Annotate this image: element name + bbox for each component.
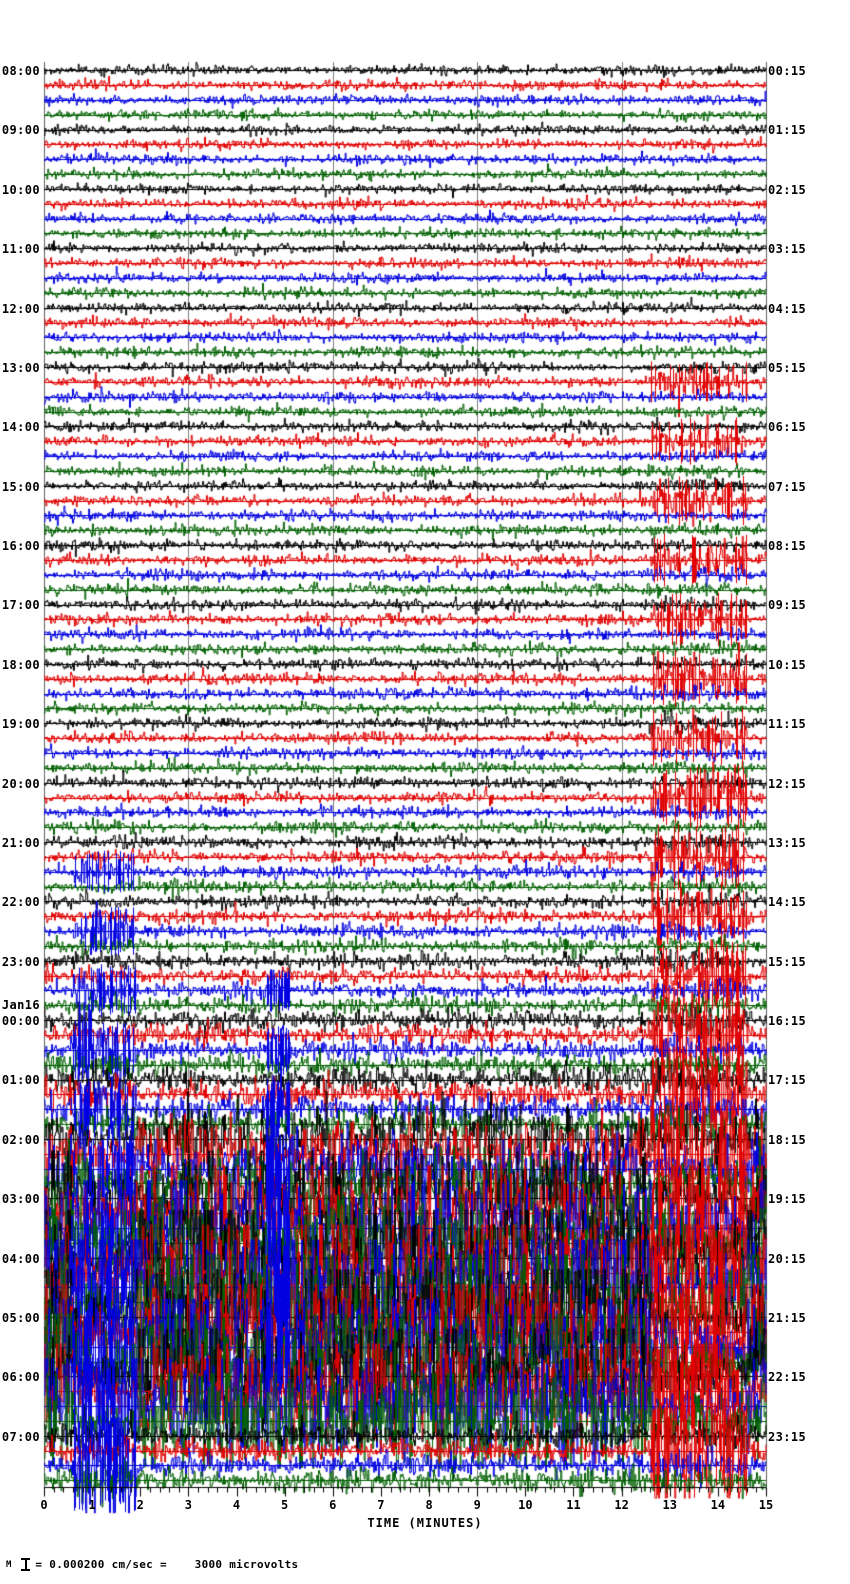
utc-time-label: 03:00 [1,1192,40,1207]
utc-time-label: 05:00 [1,1310,40,1325]
x-tick-label: 8 [425,1498,433,1512]
x-tick-label: 13 [662,1498,677,1512]
x-tick-label: 3 [184,1498,192,1512]
x-tick-label: 14 [710,1498,726,1512]
utc-time-label: 01:00 [1,1073,40,1088]
pst-time-label: 12:15 [768,776,807,791]
pst-time-label: 23:15 [768,1429,807,1444]
utc-time-label: 20:00 [1,776,40,791]
x-tick-label: 7 [377,1498,385,1512]
pst-time-label: 14:15 [768,895,807,910]
x-tick-label: 12 [614,1498,629,1512]
pst-time-label: 02:15 [768,182,807,197]
x-tick-label: 4 [232,1498,241,1512]
x-tick-label: 1 [88,1498,96,1512]
pst-time-label: 13:15 [768,835,807,850]
pst-time-label: 16:15 [768,1014,807,1028]
x-tick-label: 11 [566,1498,581,1512]
vertical-scale-bar-icon [21,1558,31,1571]
pst-time-label: 08:15 [768,539,807,553]
pst-time-label: 18:15 [768,1132,807,1147]
pst-time-label: 11:15 [768,717,807,732]
utc-time-label: 00:00 [1,1014,40,1028]
footer-scale-text: = 0.000200 cm/sec = 3000 microvolts [35,1558,299,1571]
pst-time-label: 03:15 [768,242,807,257]
day-change-label: Jan16 [1,998,40,1012]
pst-time-label: 07:15 [768,479,807,494]
utc-time-label: 10:00 [1,182,40,197]
x-tick-label: 9 [473,1498,481,1512]
utc-time-label: 08:00 [1,64,40,78]
pst-time-label: 10:15 [768,657,807,672]
utc-time-label: 15:00 [1,479,40,494]
pst-time-label: 05:15 [768,360,807,375]
x-tick-label: 15 [758,1498,774,1512]
utc-time-label: 06:00 [1,1370,40,1385]
utc-time-label: 02:00 [1,1132,40,1147]
pst-time-label: 17:15 [768,1073,807,1088]
pst-time-label: 15:15 [768,954,807,969]
pst-time-label: 21:15 [768,1310,807,1325]
utc-time-label: 11:00 [1,242,40,257]
utc-time-label: 09:00 [1,123,40,138]
utc-time-label: 23:00 [1,954,40,969]
x-tick-label: 2 [136,1498,144,1512]
utc-time-label: 04:00 [1,1251,40,1266]
footer-scale-legend: M = 0.000200 cm/sec = 3000 microvolts [6,1558,298,1571]
pst-time-label: 20:15 [768,1251,807,1266]
utc-time-label: 13:00 [1,360,40,375]
x-tick-label: 6 [329,1498,337,1512]
utc-time-label: 12:00 [1,301,40,316]
pst-time-label: 09:15 [768,598,807,613]
x-tick-label: 0 [40,1498,48,1512]
utc-time-label: 22:00 [1,895,40,910]
pst-time-label: 04:15 [768,301,807,316]
x-tick-label: 5 [281,1498,289,1512]
x-tick-label: 10 [518,1498,533,1512]
pst-time-label: 00:15 [768,64,807,78]
pst-time-label: 22:15 [768,1370,807,1385]
utc-time-label: 07:00 [1,1429,40,1444]
utc-time-label: 17:00 [1,598,40,613]
pst-time-label: 19:15 [768,1192,807,1207]
utc-time-label: 18:00 [1,657,40,672]
pst-time-label: 06:15 [768,420,807,435]
pst-time-label: 01:15 [768,123,807,138]
utc-time-label: 19:00 [1,717,40,732]
utc-time-label: 16:00 [1,539,40,553]
utc-time-label: 21:00 [1,835,40,850]
utc-time-label: 14:00 [1,420,40,435]
x-axis-title: TIME (MINUTES) [367,1516,483,1530]
footer-prefix-label: M [6,1559,12,1570]
